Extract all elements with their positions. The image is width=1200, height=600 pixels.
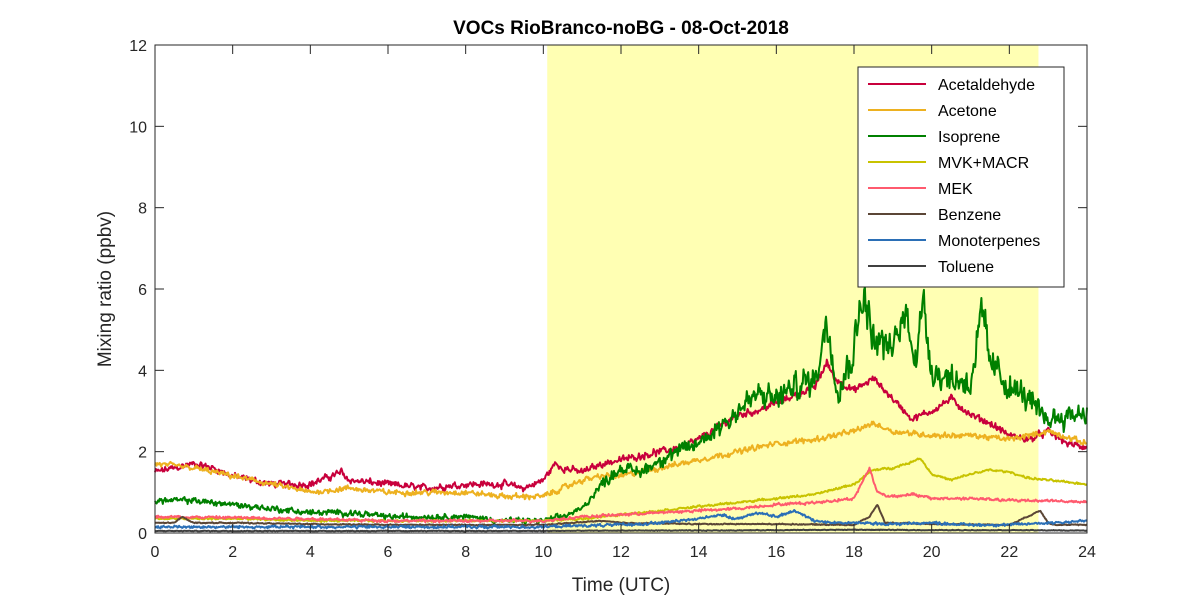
legend-label: Isoprene bbox=[938, 129, 1000, 146]
series-isoprene bbox=[154, 286, 1088, 525]
legend-item: Benzene bbox=[868, 207, 1001, 224]
y-tick-label: 6 bbox=[138, 282, 147, 299]
series-line bbox=[154, 466, 1088, 524]
legend: Acetaldehyde Acetone Isoprene MVK+MACR MEK Be… bbox=[857, 66, 1065, 288]
x-tick-label: 24 bbox=[1078, 544, 1096, 561]
series-acetaldehyde bbox=[154, 358, 1088, 493]
x-tick-label: 6 bbox=[384, 544, 393, 561]
x-tick-label: 4 bbox=[306, 544, 315, 561]
legend-item: Acetaldehyde bbox=[868, 77, 1035, 94]
x-tick-label: 12 bbox=[612, 544, 630, 561]
chart-title: VOCs RioBranco-noBG - 08-Oct-2018 bbox=[453, 18, 789, 39]
legend-item: Isoprene bbox=[868, 129, 1000, 146]
legend-item: Monoterpenes bbox=[868, 233, 1040, 250]
legend-box bbox=[857, 66, 1065, 288]
y-tick-label: 2 bbox=[138, 445, 147, 462]
y-tick-label: 10 bbox=[129, 119, 147, 136]
x-tick-label: 22 bbox=[1000, 544, 1018, 561]
legend-label: Monoterpenes bbox=[938, 233, 1040, 250]
legend-label: Toluene bbox=[938, 259, 994, 276]
y-tick-label: 4 bbox=[138, 363, 147, 380]
x-tick-label: 0 bbox=[151, 544, 160, 561]
series-line bbox=[154, 358, 1088, 493]
legend-item: MEK bbox=[868, 181, 973, 198]
legend-item: Acetone bbox=[868, 103, 997, 120]
legend-label: Acetone bbox=[938, 103, 997, 120]
x-tick-label: 8 bbox=[461, 544, 470, 561]
series-line bbox=[154, 286, 1088, 525]
legend-label: Acetaldehyde bbox=[938, 77, 1035, 94]
legend-label: MEK bbox=[938, 181, 973, 198]
legend-item: Toluene bbox=[868, 259, 994, 276]
legend-label: Benzene bbox=[938, 207, 1001, 224]
y-tick-label: 8 bbox=[138, 201, 147, 218]
series-mek bbox=[154, 466, 1088, 524]
legend-label: MVK+MACR bbox=[938, 155, 1029, 172]
legend-item: MVK+MACR bbox=[868, 155, 1029, 172]
y-axis-label: Mixing ratio (ppbv) bbox=[95, 211, 116, 367]
x-axis-label: Time (UTC) bbox=[572, 575, 671, 596]
x-tick-label: 10 bbox=[534, 544, 552, 561]
y-tick-label: 0 bbox=[138, 526, 147, 543]
x-tick-label: 14 bbox=[690, 544, 708, 561]
x-tick-label: 18 bbox=[845, 544, 863, 561]
x-tick-label: 16 bbox=[767, 544, 785, 561]
series-line bbox=[154, 420, 1088, 501]
x-tick-label: 20 bbox=[923, 544, 941, 561]
series-acetone bbox=[154, 420, 1088, 501]
x-tick-label: 2 bbox=[228, 544, 237, 561]
y-tick-label: 12 bbox=[129, 38, 147, 55]
